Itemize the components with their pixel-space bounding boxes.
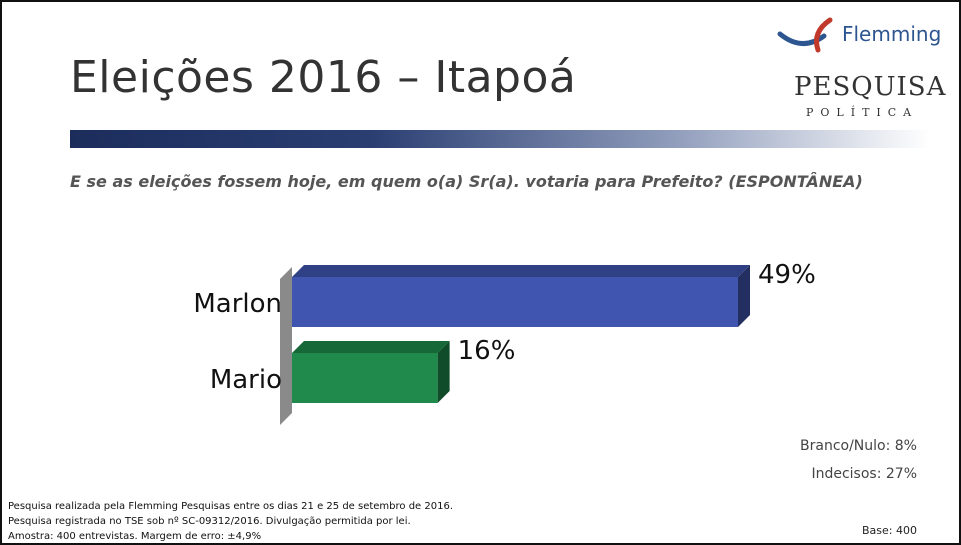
value-label-marlon: 49% <box>758 260 816 290</box>
flemming-swoosh-icon <box>777 17 833 53</box>
value-label-mario: 16% <box>458 336 516 366</box>
logo-line-1: PESQUISA <box>794 72 947 102</box>
bar-mario <box>292 353 438 403</box>
footer-line-2: Pesquisa registrada no TSE sob nº SC-093… <box>8 516 411 527</box>
branco-nulo-note: Branco/Nulo: 8% <box>800 438 917 454</box>
footer-line-1: Pesquisa realizada pela Flemming Pesquis… <box>8 501 454 512</box>
bar-marlon <box>292 277 738 327</box>
logo-brand-name: Flemming <box>842 22 942 46</box>
footer-line-3: Amostra: 400 entrevistas. Margem de erro… <box>8 531 262 542</box>
category-label-mario: Mario <box>210 365 282 395</box>
survey-question: E se as eleições fossem hoje, em quem o(… <box>70 172 863 191</box>
logo-line-2: POLÍTICA <box>806 106 919 119</box>
indecisos-note: Indecisos: 27% <box>811 466 917 482</box>
axis-wall <box>280 267 292 425</box>
category-label-marlon: Marlon <box>193 289 282 319</box>
bar-top-mario <box>292 341 450 353</box>
bar-side-mario <box>437 341 450 403</box>
bar-top-marlon <box>292 265 750 277</box>
flemming-logo: Flemming PESQUISA POLÍTICA <box>772 14 952 126</box>
bar-side-marlon <box>738 265 750 327</box>
title-underline-bar <box>70 130 930 148</box>
base-note: Base: 400 <box>862 524 917 537</box>
page-title: Eleições 2016 – Itapoá <box>70 52 577 103</box>
